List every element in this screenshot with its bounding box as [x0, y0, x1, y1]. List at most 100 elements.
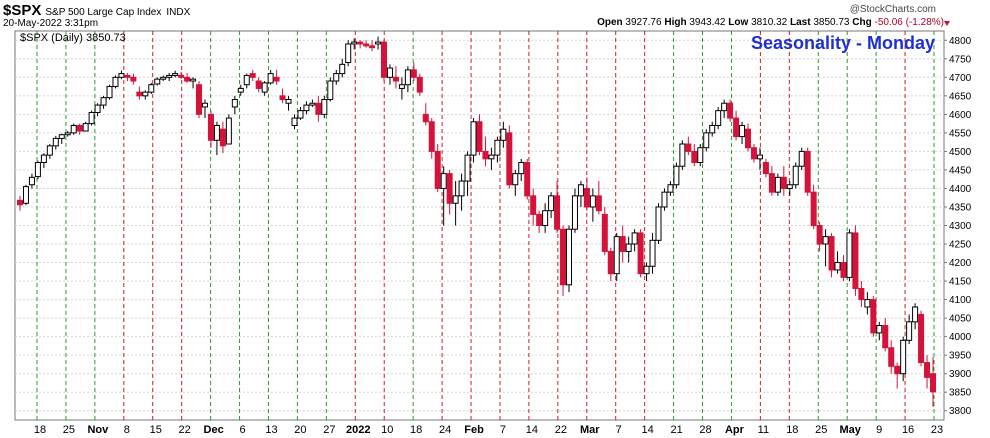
x-tick-label: 23: [931, 424, 943, 436]
candle-body: [565, 228, 572, 286]
candle-body: [613, 236, 620, 275]
x-tick-label: 24: [439, 424, 451, 436]
candle-body: [434, 150, 441, 189]
x-tick-label: 7: [500, 424, 506, 436]
candle-body: [327, 80, 334, 101]
y-tick-label: 4450: [949, 165, 972, 176]
candle-body: [512, 173, 519, 186]
candle-body: [768, 173, 775, 193]
candle-body: [583, 187, 590, 208]
candle-body: [166, 74, 173, 78]
candle-body: [464, 154, 471, 182]
candle-body: [834, 262, 841, 271]
candle-body: [822, 236, 829, 245]
exchange: INDX: [166, 7, 191, 18]
y-tick-label: 4750: [949, 54, 972, 65]
chg-value: -50.06 (-1.28%): [874, 17, 944, 28]
candle-body: [225, 117, 232, 145]
candle-body: [190, 78, 197, 82]
candle-body: [506, 132, 513, 186]
x-tick-label: 18: [786, 424, 798, 436]
candle-body: [22, 186, 29, 204]
candle-body: [201, 102, 208, 108]
x-tick-label: 6: [239, 424, 245, 436]
y-tick-label: 4550: [949, 128, 972, 139]
y-tick-label: 4100: [949, 295, 972, 306]
candle-body: [631, 232, 638, 245]
y-tick-label: 4400: [949, 184, 972, 195]
candle-body: [28, 176, 35, 186]
y-tick-label: 4300: [949, 221, 972, 232]
candle-body: [118, 73, 125, 78]
candle-body: [369, 45, 376, 49]
y-tick-label: 3850: [949, 388, 972, 399]
candle-body: [577, 184, 584, 197]
candle-body: [882, 325, 889, 349]
candle-body: [828, 236, 835, 271]
candle-body: [261, 82, 268, 93]
x-tick-label: 13: [265, 424, 277, 436]
candle-body: [76, 124, 83, 132]
candle-body: [404, 69, 411, 86]
candle-body: [840, 262, 847, 278]
candle-body: [219, 128, 226, 147]
candle-body: [804, 150, 811, 193]
candle-body: [231, 99, 238, 108]
candle-body: [321, 99, 328, 115]
candle-body: [762, 162, 769, 175]
candle-body: [721, 102, 728, 112]
candle-body: [476, 121, 483, 152]
candle-body: [148, 84, 155, 93]
y-tick-label: 4800: [949, 36, 972, 47]
candle-body: [494, 139, 501, 156]
candle-body: [846, 232, 853, 278]
candle-body: [106, 86, 113, 99]
candle-body: [255, 80, 262, 89]
symbol: $SPX: [3, 2, 42, 19]
candle-body: [524, 162, 531, 197]
candle-body: [894, 365, 901, 375]
candle-body: [458, 180, 465, 197]
candle-body: [554, 195, 561, 230]
candle-body: [918, 313, 925, 364]
candle-body: [900, 339, 907, 375]
candle-body: [607, 250, 614, 275]
candle-body: [673, 165, 680, 186]
symbol-line: $SPX S&P 500 Large Cap Index INDX: [3, 2, 190, 19]
candle-body: [291, 117, 298, 126]
candle-body: [661, 191, 668, 208]
low-value: 3810.32: [751, 17, 788, 28]
candle-body: [601, 213, 608, 252]
candle-body: [888, 347, 895, 367]
attribution: @StockCharts.com: [849, 4, 936, 15]
candle-body: [363, 43, 370, 47]
y-tick-label: 4150: [949, 277, 972, 288]
x-tick-label: 9: [876, 424, 882, 436]
candle-body: [279, 95, 286, 101]
candle-body: [381, 41, 388, 78]
candle-body: [774, 176, 781, 193]
candle-body: [410, 69, 417, 78]
candle-body: [685, 143, 692, 152]
candle-body: [488, 154, 495, 160]
y-tick-label: 4350: [949, 202, 972, 213]
x-tick-label: 2022: [346, 424, 370, 436]
x-tick-label: 27: [323, 424, 335, 436]
candle-body: [422, 113, 429, 123]
x-tick-label: May: [839, 424, 861, 436]
x-tick-label: 28: [699, 424, 711, 436]
candle-body: [100, 97, 107, 106]
y-tick-label: 4000: [949, 332, 972, 343]
high-value: 3943.42: [689, 17, 726, 28]
candle-body: [351, 41, 358, 45]
y-tick-label: 4600: [949, 110, 972, 121]
x-tick-label: 10: [381, 424, 393, 436]
down-arrow-icon: [944, 21, 950, 26]
candle-body: [142, 91, 149, 97]
candle-body: [112, 76, 119, 88]
candle-body: [727, 102, 734, 119]
candle-body: [392, 76, 399, 82]
candle-body: [70, 124, 77, 134]
candle-body: [88, 112, 95, 125]
x-tick-label: Apr: [725, 424, 745, 436]
